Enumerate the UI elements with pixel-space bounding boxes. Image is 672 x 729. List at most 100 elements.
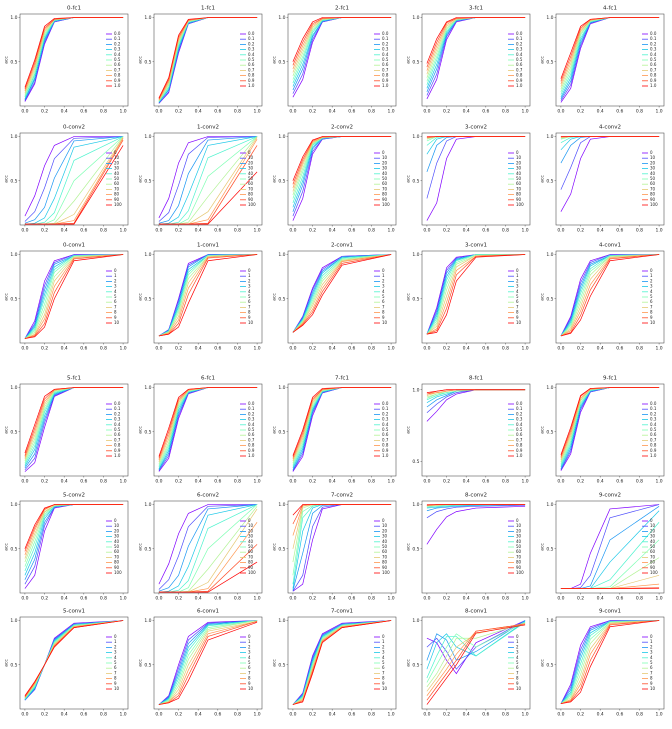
legend-label: 80 xyxy=(382,560,388,565)
x-tick-label: 0.8 xyxy=(234,346,241,352)
subplot: 7-conv2 acc 0.0 0.2 0.4 0.6 0.8 1.0 0.5 1.0 010203… xyxy=(273,493,397,602)
legend-label: 3 xyxy=(516,284,519,289)
legend-label: 60 xyxy=(650,181,656,186)
x-tick-label: 0.8 xyxy=(368,109,375,115)
legend-label: 80 xyxy=(516,560,522,565)
legend-label: 0.1 xyxy=(382,36,389,41)
legend-label: 40 xyxy=(650,539,656,544)
x-tick-label: 0.2 xyxy=(577,712,584,718)
y-tick-label: 1.0 xyxy=(144,385,151,391)
legend-label: 0.1 xyxy=(114,36,121,41)
legend-label: 20 xyxy=(650,528,656,533)
legend-label: 0.1 xyxy=(382,406,389,411)
y-tick-label: 0.5 xyxy=(546,662,553,668)
series-line xyxy=(292,254,392,333)
x-tick-label: 0.4 xyxy=(463,712,470,718)
legend-label: 1.0 xyxy=(650,83,657,88)
y-tick-label: 0.5 xyxy=(278,178,285,184)
legend-label: 0.4 xyxy=(516,422,523,427)
subplot: 1-conv1 acc 0.0 0.2 0.4 0.6 0.8 1.0 0.5 1.0 012345… xyxy=(139,243,263,352)
legend-label: 20 xyxy=(382,528,388,533)
x-tick-label: 0.4 xyxy=(195,109,202,115)
x-tick-label: 0.4 xyxy=(195,712,202,718)
x-tick-label: 0.8 xyxy=(234,109,241,115)
legend-label: 50 xyxy=(114,544,120,549)
y-tick-label: 0.5 xyxy=(546,296,553,302)
subplot: 2-conv1 acc 0.0 0.2 0.4 0.6 0.8 1.0 0.5 1.0 012345… xyxy=(273,243,397,352)
x-tick-label: 0.2 xyxy=(443,596,450,602)
legend-label: 9 xyxy=(516,315,519,320)
legend-label: 1.0 xyxy=(516,83,523,88)
legend-label: 0 xyxy=(382,268,385,273)
legend-label: 2 xyxy=(382,278,385,283)
series-line xyxy=(560,254,660,337)
x-tick-label: 0.2 xyxy=(443,479,450,485)
subplot-title: 5-conv2 xyxy=(63,493,85,499)
legend-label: 40 xyxy=(248,539,254,544)
legend-label: 30 xyxy=(382,534,388,539)
legend-label: 100 xyxy=(650,570,658,575)
x-tick-label: 0.4 xyxy=(329,346,336,352)
legend-label: 1 xyxy=(114,273,117,278)
y-tick-label: 0.5 xyxy=(546,546,553,552)
legend-label: 7 xyxy=(248,304,251,309)
legend-label: 1 xyxy=(650,273,653,278)
y-tick-label: 1.0 xyxy=(412,15,419,21)
legend-label: 30 xyxy=(650,534,656,539)
x-tick-label: 0.4 xyxy=(195,479,202,485)
legend-label: 80 xyxy=(382,192,388,197)
y-axis-label: acc xyxy=(5,56,10,64)
series-line xyxy=(158,254,258,337)
legend-label: 5 xyxy=(248,294,251,299)
subplot: 0-conv1 acc 0.0 0.2 0.4 0.6 0.8 1.0 0.5 1.0 012345… xyxy=(5,243,129,352)
series-line xyxy=(158,620,258,705)
x-tick-label: 0.6 xyxy=(616,712,623,718)
legend-label: 0.5 xyxy=(650,427,657,432)
legend-label: 0.8 xyxy=(382,443,389,448)
subplot: 5-conv2 acc 0.0 0.2 0.4 0.6 0.8 1.0 0.5 1.0 010203… xyxy=(5,493,129,602)
legend-label: 2 xyxy=(516,644,519,649)
legend-label: 1.0 xyxy=(382,83,389,88)
x-tick-label: 0.6 xyxy=(80,479,87,485)
series-line xyxy=(292,504,392,516)
y-tick-label: 1.0 xyxy=(144,252,151,258)
legend-label: 0.2 xyxy=(650,41,657,46)
legend-label: 10 xyxy=(516,523,522,528)
x-tick-label: 0.4 xyxy=(597,228,604,234)
legend-label: 0.5 xyxy=(516,57,523,62)
legend-label: 0.2 xyxy=(114,41,121,46)
series-line xyxy=(24,254,124,339)
series-line xyxy=(24,136,124,225)
y-tick-label: 0.5 xyxy=(412,59,419,65)
series-line xyxy=(292,254,392,333)
legend-label: 30 xyxy=(248,166,254,171)
y-tick-label: 1.0 xyxy=(144,15,151,21)
y-tick-label: 0.5 xyxy=(10,429,17,435)
legend-label: 6 xyxy=(114,665,117,670)
x-tick-label: 0.6 xyxy=(482,479,489,485)
series-line xyxy=(24,254,124,339)
y-tick-label: 1.0 xyxy=(278,252,285,258)
x-tick-label: 0.2 xyxy=(41,346,48,352)
legend-label: 3 xyxy=(114,650,117,655)
legend-label: 8 xyxy=(114,310,117,315)
legend-label: 2 xyxy=(650,644,653,649)
legend-label: 8 xyxy=(248,676,251,681)
legend-label: 8 xyxy=(516,676,519,681)
legend-label: 100 xyxy=(650,202,658,207)
subplot-title: 4-conv2 xyxy=(599,125,621,131)
legend-label: 70 xyxy=(114,186,120,191)
legend-label: 6 xyxy=(114,299,117,304)
subplot-title: 2-conv1 xyxy=(331,243,353,249)
legend-label: 0.9 xyxy=(114,78,121,83)
legend-label: 3 xyxy=(650,284,653,289)
x-tick-label: 1.0 xyxy=(254,479,261,485)
x-tick-label: 0.2 xyxy=(577,346,584,352)
legend-label: 0.9 xyxy=(516,78,523,83)
legend-label: 2 xyxy=(516,278,519,283)
legend-label: 70 xyxy=(516,554,522,559)
legend-label: 0.3 xyxy=(382,47,389,52)
subplot-title: 3-conv2 xyxy=(465,125,487,131)
